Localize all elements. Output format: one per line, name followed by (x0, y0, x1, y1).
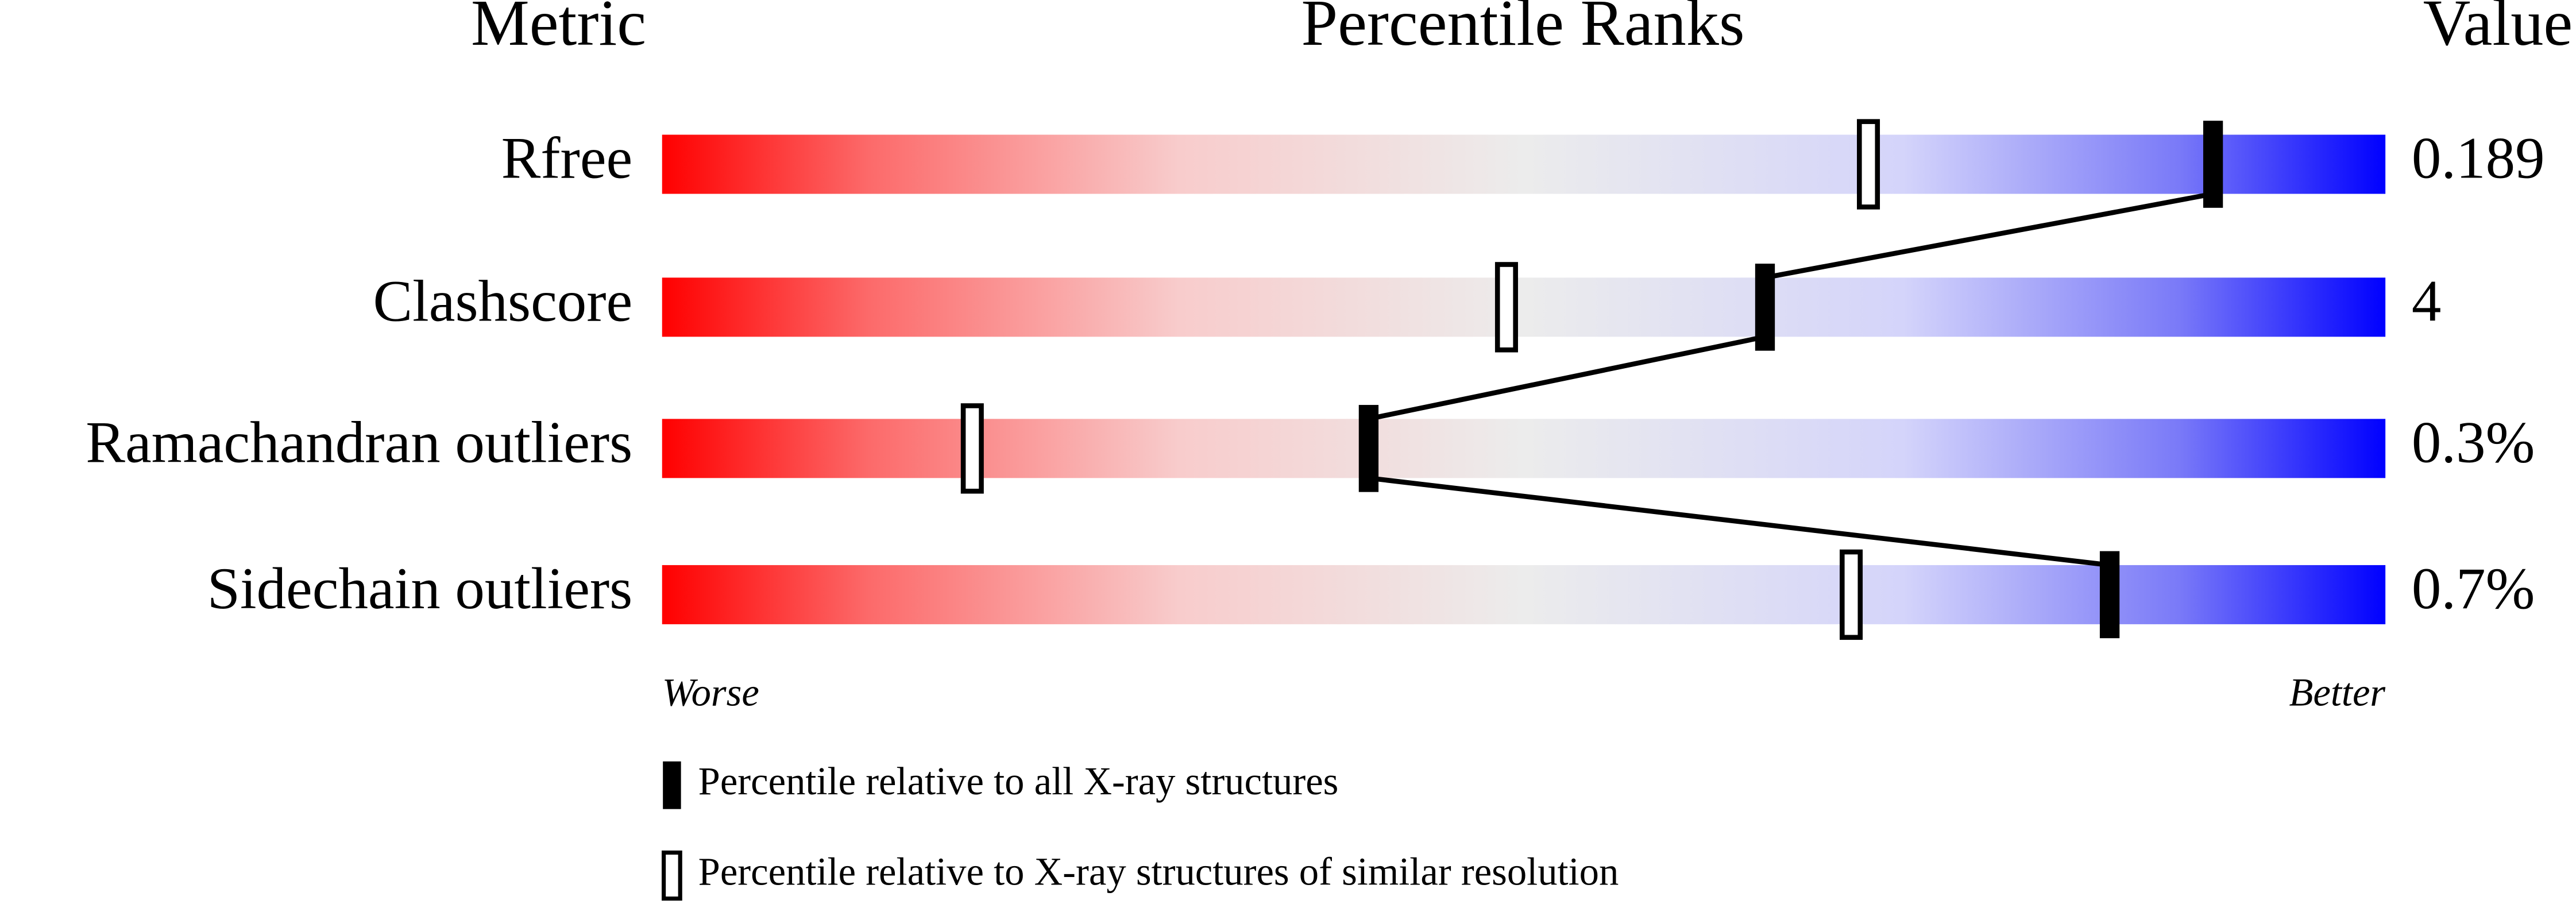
metric-label: Rfree (501, 126, 633, 191)
legend-label: Percentile relative to all X-ray structu… (698, 759, 1339, 803)
relative-marker (960, 403, 984, 494)
scale-label: Better (2289, 670, 2385, 714)
absolute-marker (2203, 121, 2223, 208)
column-header: Metric (471, 0, 646, 59)
metric-label: Ramachandran outliers (86, 409, 632, 475)
absolute-marker (2099, 551, 2120, 639)
metric-value: 0.7% (2412, 556, 2535, 621)
column-header: Value (2423, 0, 2573, 59)
legend-swatch (662, 850, 682, 901)
relative-marker (1857, 119, 1880, 210)
legend-swatch (663, 761, 681, 809)
connector-line (1368, 476, 2110, 568)
relative-marker (1840, 549, 1863, 640)
percentile-bar (662, 565, 2386, 624)
column-header: Percentile Ranks (1301, 0, 1745, 59)
percentile-bar (662, 419, 2386, 478)
connector-line (1764, 191, 2214, 280)
relative-marker (1494, 262, 1518, 353)
scale-label: Worse (662, 670, 759, 714)
connector-line (1368, 334, 1766, 422)
percentile-bar (662, 277, 2386, 337)
absolute-marker (1358, 405, 1379, 492)
percentile-bar (662, 134, 2386, 194)
metric-label: Clashscore (373, 268, 633, 334)
absolute-marker (1755, 264, 1775, 351)
metric-value: 4 (2412, 268, 2441, 334)
metric-value: 0.3% (2412, 409, 2535, 475)
metric-value: 0.189 (2412, 126, 2545, 191)
legend-label: Percentile relative to X-ray structures … (698, 849, 1619, 893)
metric-label: Sidechain outliers (207, 556, 633, 621)
